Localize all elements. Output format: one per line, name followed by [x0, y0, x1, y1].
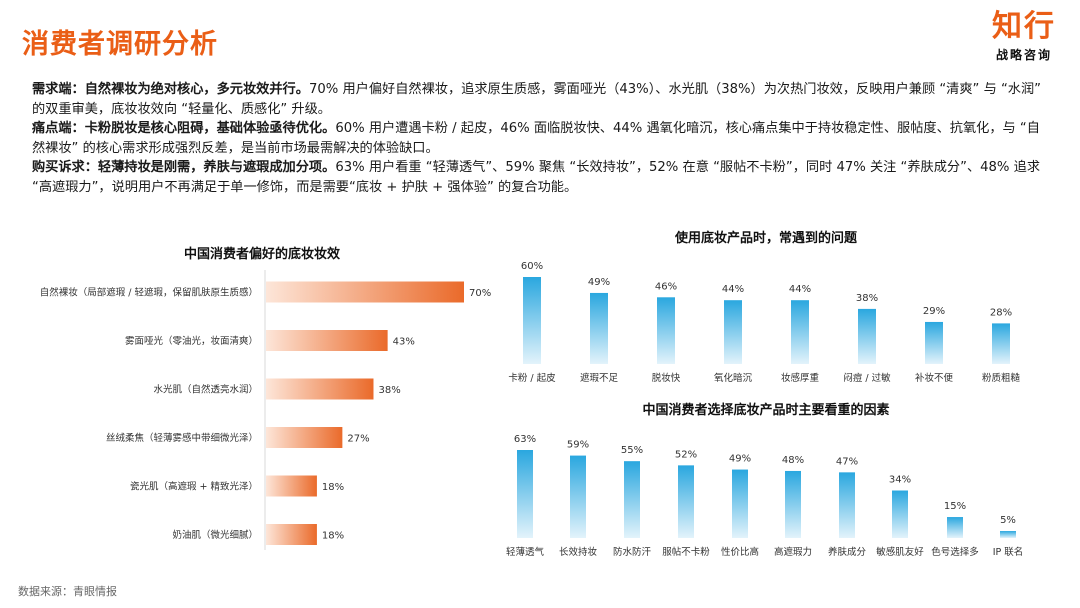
problem-category-label: 遮瑕不足	[580, 372, 619, 384]
problems-chart-bars: 60% 卡粉 / 起皮 49% 遮瑕不足 46% 脱妆快 44% 氧化暗沉 44% 妆感厚重 38%…	[508, 261, 1020, 384]
factor-bar	[624, 461, 640, 538]
summary-block: 需求端：自然裸妆为绝对核心，多元妆效并行。70% 用户偏好自然裸妆，追求原生质感…	[32, 80, 1052, 197]
factor-bar	[839, 472, 855, 538]
summary-purchase-lead: 购买诉求：轻薄持妆是刚需，养肤与遮瑕成加分项。	[32, 160, 336, 175]
factor-category-label: 服帖不卡粉	[662, 546, 710, 558]
factor-value-label: 63%	[514, 434, 536, 445]
factor-category-label: 防水防汗	[613, 546, 652, 558]
preference-value-label: 18%	[322, 482, 344, 493]
problem-bar	[791, 300, 809, 364]
preference-value-label: 27%	[347, 434, 369, 445]
preference-category-label: 奶油肌（微光细腻）	[172, 529, 258, 541]
preference-value-label: 18%	[322, 531, 344, 542]
preference-bar	[266, 330, 388, 351]
factor-value-label: 49%	[729, 454, 751, 465]
problem-value-label: 29%	[923, 306, 945, 317]
problem-value-label: 49%	[588, 277, 610, 288]
problem-category-label: 卡粉 / 起皮	[508, 372, 556, 384]
problem-value-label: 44%	[722, 284, 744, 295]
problem-category-label: 闷痘 / 过敏	[843, 372, 891, 384]
factor-bar	[732, 469, 748, 538]
preference-bar	[266, 427, 343, 448]
problem-category-label: 氧化暗沉	[714, 372, 753, 384]
factor-bar	[947, 517, 963, 538]
factors-chart-title: 中国消费者选择底妆产品时主要看重的因素	[642, 402, 889, 418]
factor-value-label: 52%	[675, 449, 697, 460]
summary-pain: 痛点端：卡粉脱妆是核心阻碍，基础体验亟待优化。60% 用户遭遇卡粉 / 起皮，4…	[32, 119, 1052, 158]
factor-value-label: 48%	[782, 455, 804, 466]
page-title: 消费者调研分析	[22, 29, 218, 60]
factor-category-label: 长效持妆	[559, 546, 598, 558]
factor-category-label: 性价比高	[721, 546, 759, 558]
factor-value-label: 47%	[836, 456, 858, 467]
problem-value-label: 46%	[655, 281, 677, 292]
preference-value-label: 38%	[378, 385, 400, 396]
problem-bar	[858, 308, 876, 364]
logo-sub-text: 战略咨询	[995, 48, 1052, 62]
preference-category-label: 丝绒柔焦（轻薄雾感中带细微光泽）	[106, 432, 258, 444]
factor-category-label: 高遮瑕力	[774, 546, 812, 558]
factor-category-label: 养肤成分	[828, 546, 867, 558]
brand-logo: 知行 战略咨询	[992, 10, 1056, 63]
factor-category-label: 色号选择多	[931, 546, 979, 558]
factor-value-label: 55%	[621, 445, 643, 456]
problem-value-label: 28%	[990, 307, 1012, 318]
problems-chart-title: 使用底妆产品时，常遇到的问题	[674, 230, 858, 246]
problem-value-label: 44%	[789, 284, 811, 295]
summary-purchase: 购买诉求：轻薄持妆是刚需，养肤与遮瑕成加分项。63% 用户看重 “轻薄透气”、5…	[32, 158, 1052, 197]
summary-demand: 需求端：自然裸妆为绝对核心，多元妆效并行。70% 用户偏好自然裸妆，追求原生质感…	[32, 80, 1052, 119]
preference-category-label: 自然裸妆（局部遮瑕 / 轻遮瑕，保留肌肤原生质感）	[40, 287, 258, 299]
factor-bar	[1000, 531, 1016, 538]
preference-chart-title: 中国消费者偏好的底妆妆效	[184, 246, 341, 262]
problem-bar	[523, 277, 541, 364]
problem-category-label: 粉质粗糙	[982, 372, 1021, 384]
summary-pain-lead: 痛点端：卡粉脱妆是核心阻碍，基础体验亟待优化。	[32, 121, 336, 136]
factors-chart-bars: 63% 轻薄透气 59% 长效持妆 55% 防水防汗 52% 服帖不卡粉 49% 性价比高 48% 高…	[506, 434, 1023, 558]
summary-purchase-text: 63% 用户看重 “轻薄透气”、59% 聚焦 “长效持妆”，52% 在意 “服帖…	[32, 160, 1041, 195]
factor-value-label: 5%	[1000, 515, 1016, 526]
preference-category-label: 瓷光肌（高遮瑕 + 精致光泽）	[130, 481, 258, 493]
preference-category-label: 雾面哑光（零油光，妆面清爽）	[125, 335, 258, 347]
summary-demand-lead: 需求端：自然裸妆为绝对核心，多元妆效并行。	[32, 82, 309, 97]
problem-value-label: 60%	[521, 261, 543, 272]
factor-bar	[517, 450, 533, 538]
summary-demand-text: 70% 用户偏好自然裸妆，追求原生质感，雾面哑光（43%）、水光肌（38%）为次…	[32, 82, 1041, 117]
factor-bar	[570, 455, 586, 538]
problem-bar	[992, 323, 1010, 364]
problem-category-label: 妆感厚重	[781, 372, 820, 384]
factor-bar	[678, 465, 694, 538]
preference-value-label: 43%	[393, 337, 415, 348]
factor-value-label: 59%	[567, 440, 589, 451]
factor-value-label: 15%	[944, 501, 966, 512]
summary-pain-text: 60% 用户遭遇卡粉 / 起皮，46% 面临脱妆快、44% 遇氧化暗沉，核心痛点…	[32, 121, 1040, 156]
problem-bar	[590, 292, 608, 364]
preference-bar	[266, 524, 317, 545]
logo-main-text: 知行	[992, 9, 1056, 44]
preference-category-label: 水光肌（自然透亮水润）	[153, 384, 258, 396]
problem-value-label: 38%	[856, 293, 878, 304]
factor-bar	[785, 470, 801, 538]
problem-bar	[657, 297, 675, 364]
factor-value-label: 34%	[889, 475, 911, 486]
preference-chart-bars: 自然裸妆（局部遮瑕 / 轻遮瑕，保留肌肤原生质感） 70% 雾面哑光（零油光，妆面清…	[40, 281, 491, 545]
factor-category-label: IP 联名	[993, 546, 1024, 558]
factor-bar	[892, 490, 908, 538]
problem-category-label: 补妆不便	[915, 372, 954, 384]
problem-bar	[724, 300, 742, 364]
factor-category-label: 敏感肌友好	[876, 546, 924, 558]
problem-category-label: 脱妆快	[652, 372, 681, 384]
preference-value-label: 70%	[469, 288, 491, 299]
data-source: 数据来源：青眼情报	[18, 585, 117, 598]
preference-bar	[266, 475, 317, 497]
problem-bar	[925, 321, 943, 364]
preference-bar	[266, 378, 374, 400]
preference-bar	[266, 281, 464, 303]
factor-category-label: 轻薄透气	[506, 546, 545, 558]
